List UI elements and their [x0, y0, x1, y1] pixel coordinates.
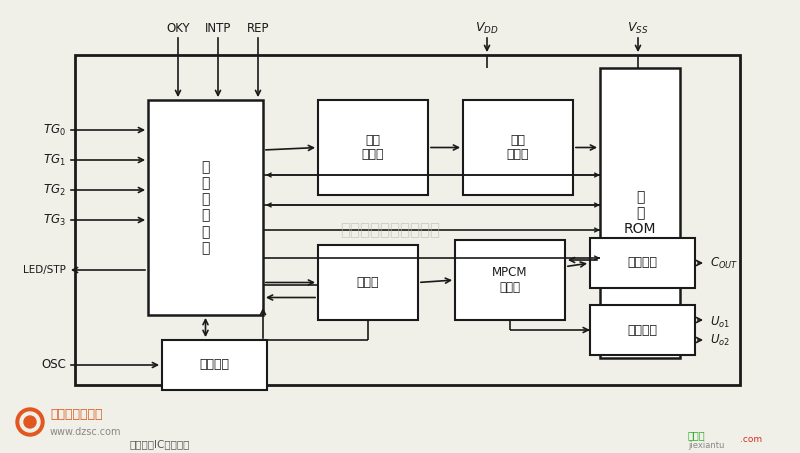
- Bar: [455, 240, 565, 320]
- Bar: [600, 68, 680, 358]
- Text: www.dzsc.com: www.dzsc.com: [50, 427, 122, 437]
- Text: 电压驱动: 电压驱动: [627, 323, 658, 337]
- Text: $V_{SS}$: $V_{SS}$: [627, 20, 649, 35]
- Bar: [318, 100, 428, 195]
- Text: jiexiantu: jiexiantu: [688, 440, 724, 449]
- Text: $V_{DD}$: $V_{DD}$: [475, 20, 499, 35]
- Text: 时钟电路: 时钟电路: [199, 358, 230, 371]
- Text: $U_{o2}$: $U_{o2}$: [710, 333, 730, 347]
- Text: 控
制
逻
辑
电
路: 控 制 逻 辑 电 路: [202, 160, 210, 255]
- Text: 全球最大IC采购网站: 全球最大IC采购网站: [130, 439, 190, 449]
- Text: .com: .com: [740, 435, 762, 444]
- Text: 电流驱动: 电流驱动: [627, 256, 658, 270]
- Text: OSC: OSC: [41, 358, 66, 371]
- Text: INTP: INTP: [205, 21, 231, 34]
- Text: $TG_1$: $TG_1$: [43, 153, 66, 168]
- Text: 触发器: 触发器: [357, 276, 379, 289]
- Text: 梅州梅鑫科技有限公司: 梅州梅鑫科技有限公司: [340, 221, 440, 239]
- Text: $TG_0$: $TG_0$: [43, 122, 66, 138]
- Text: 接线图: 接线图: [688, 430, 706, 440]
- Text: OKY: OKY: [166, 21, 190, 34]
- Circle shape: [16, 408, 44, 436]
- Text: 维库电子市场网: 维库电子市场网: [50, 409, 102, 421]
- Circle shape: [24, 416, 36, 428]
- Bar: [590, 238, 695, 288]
- Text: $C_{OUT}$: $C_{OUT}$: [710, 255, 738, 270]
- Text: 地址
发生器: 地址 发生器: [506, 134, 530, 162]
- Text: LED/STP: LED/STP: [23, 265, 66, 275]
- Text: MPCM
译码器: MPCM 译码器: [492, 266, 528, 294]
- Text: REP: REP: [246, 21, 270, 34]
- Bar: [318, 245, 418, 320]
- Text: $TG_2$: $TG_2$: [43, 183, 66, 198]
- Bar: [162, 340, 267, 390]
- Text: 计时
发生器: 计时 发生器: [362, 134, 384, 162]
- Text: $U_{o1}$: $U_{o1}$: [710, 314, 730, 329]
- Text: $TG_3$: $TG_3$: [43, 212, 66, 227]
- Text: 语
音
ROM: 语 音 ROM: [624, 190, 656, 236]
- Bar: [463, 100, 573, 195]
- Bar: [590, 305, 695, 355]
- Bar: [148, 100, 263, 315]
- Circle shape: [20, 412, 40, 432]
- Bar: [75, 55, 740, 385]
